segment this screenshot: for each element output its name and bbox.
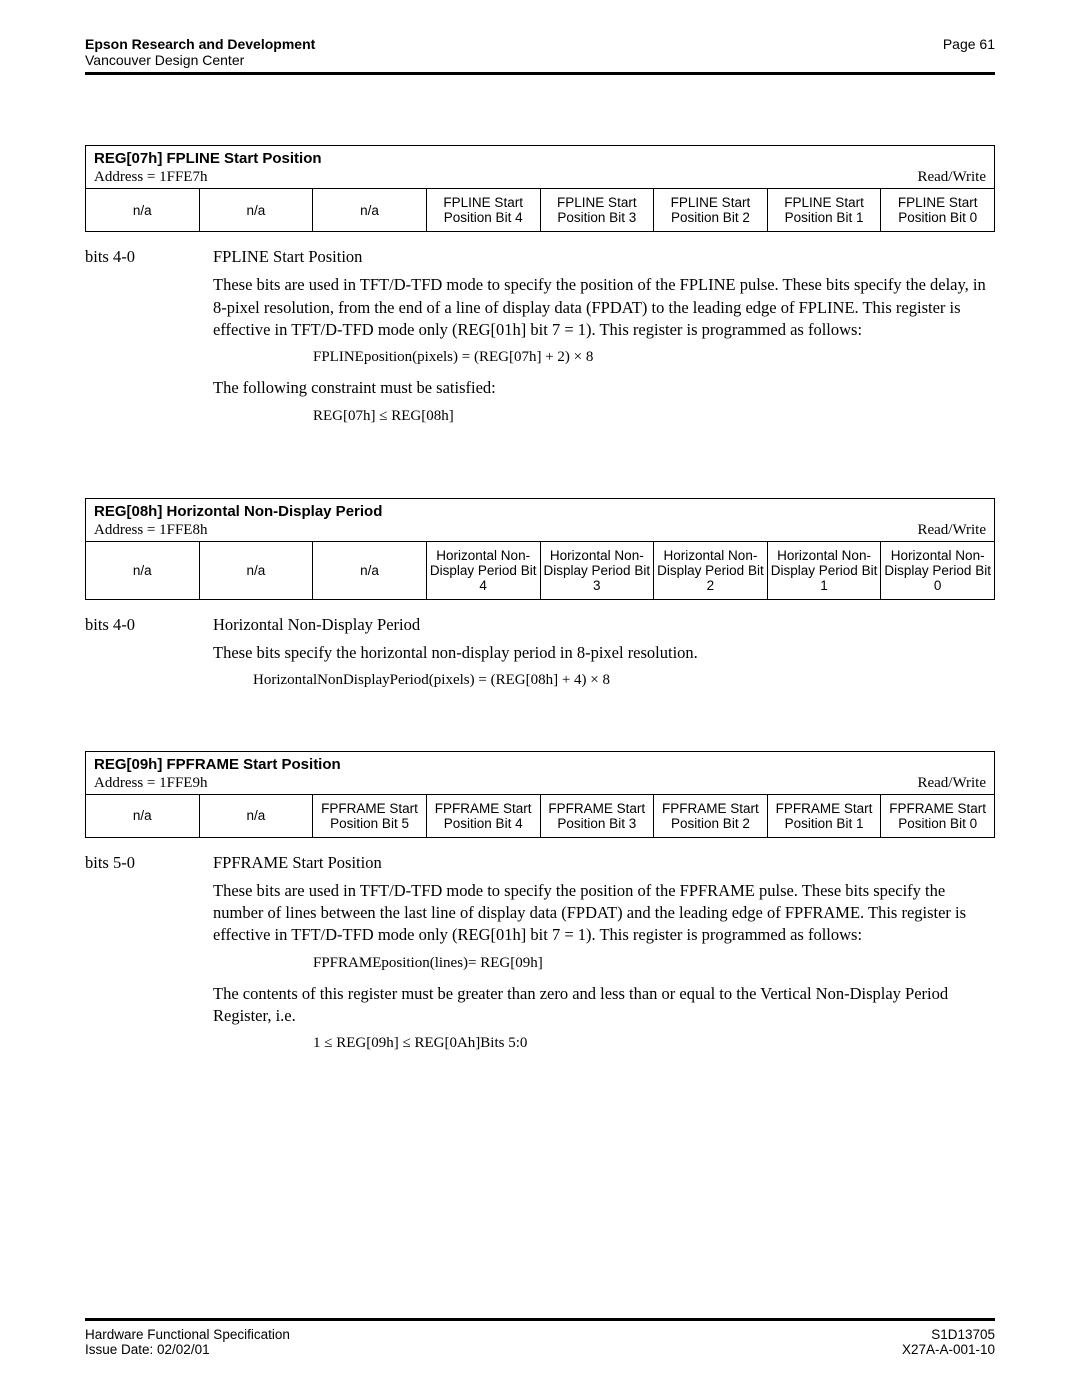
footer-right: S1D13705 X27A-A-001-10 xyxy=(902,1327,995,1357)
reg07-formula2: REG[07h] ≤ REG[08h] xyxy=(213,406,995,426)
reg07-para1: These bits are used in TFT/D-TFD mode to… xyxy=(213,274,995,341)
reg09-para2: The contents of this register must be gr… xyxy=(213,983,995,1028)
reg08-box: REG[08h] Horizontal Non-Display Period A… xyxy=(85,498,995,600)
reg07-cell-7: n/a xyxy=(86,189,200,231)
org-name: Epson Research and Development xyxy=(85,36,315,52)
reg08-title: REG[08h] Horizontal Non-Display Period xyxy=(94,503,986,520)
reg07-heading: FPLINE Start Position xyxy=(213,246,995,268)
reg09-address: Address = 1FFE9h xyxy=(94,775,207,792)
reg07-cell-0: FPLINE Start Position Bit 0 xyxy=(881,189,994,231)
reg07-rw: Read/Write xyxy=(917,169,986,186)
header-rule xyxy=(85,72,995,75)
reg09-cell-3: FPFRAME Start Position Bit 3 xyxy=(541,795,655,837)
reg07-para2: The following constraint must be satisfi… xyxy=(213,377,995,399)
reg08-cell-6: n/a xyxy=(200,542,314,599)
reg07-formula1: FPLINEposition(pixels) = (REG[07h] + 2) … xyxy=(213,347,995,367)
reg08-cell-7: n/a xyxy=(86,542,200,599)
reg09-cell-0: FPFRAME Start Position Bit 0 xyxy=(881,795,994,837)
reg07-bits-row: n/a n/a n/a FPLINE Start Position Bit 4 … xyxy=(86,188,994,231)
reg08-cell-2: Horizontal Non-Display Period Bit 2 xyxy=(654,542,768,599)
org-sub: Vancouver Design Center xyxy=(85,52,315,68)
reg09-cell-4: FPFRAME Start Position Bit 4 xyxy=(427,795,541,837)
footer-rule xyxy=(85,1318,995,1321)
reg09-para1: These bits are used in TFT/D-TFD mode to… xyxy=(213,880,995,947)
page-number: Page 61 xyxy=(943,36,995,52)
reg07-cell-1: FPLINE Start Position Bit 1 xyxy=(768,189,882,231)
reg07-bits-label: bits 4-0 xyxy=(85,246,213,436)
page-footer: Hardware Functional Specification Issue … xyxy=(85,1318,995,1357)
reg07-cell-3: FPLINE Start Position Bit 3 xyxy=(541,189,655,231)
reg07-cell-5: n/a xyxy=(313,189,427,231)
reg08-cell-0: Horizontal Non-Display Period Bit 0 xyxy=(881,542,994,599)
reg08-para1: These bits specify the horizontal non-di… xyxy=(213,642,995,664)
footer-right1: S1D13705 xyxy=(902,1327,995,1342)
reg09-formula1: FPFRAMEposition(lines)= REG[09h] xyxy=(213,953,995,973)
reg09-bits-row: n/a n/a FPFRAME Start Position Bit 5 FPF… xyxy=(86,794,994,837)
reg07-cell-6: n/a xyxy=(200,189,314,231)
reg09-cell-6: n/a xyxy=(200,795,314,837)
reg08-bits-label: bits 4-0 xyxy=(85,614,213,701)
page-header: Epson Research and Development Vancouver… xyxy=(85,36,995,68)
reg07-title: REG[07h] FPLINE Start Position xyxy=(94,150,986,167)
reg09-heading: FPFRAME Start Position xyxy=(213,852,995,874)
reg09-cell-5: FPFRAME Start Position Bit 5 xyxy=(313,795,427,837)
footer-left1: Hardware Functional Specification xyxy=(85,1327,290,1342)
reg08-rw: Read/Write xyxy=(917,522,986,539)
footer-left: Hardware Functional Specification Issue … xyxy=(85,1327,290,1357)
reg09-cell-7: n/a xyxy=(86,795,200,837)
reg08-cell-5: n/a xyxy=(313,542,427,599)
reg09-box: REG[09h] FPFRAME Start Position Address … xyxy=(85,751,995,838)
reg08-cell-3: Horizontal Non-Display Period Bit 3 xyxy=(541,542,655,599)
header-left: Epson Research and Development Vancouver… xyxy=(85,36,315,68)
reg08-address: Address = 1FFE8h xyxy=(94,522,207,539)
reg09-bits-label: bits 5-0 xyxy=(85,852,213,1064)
reg08-bits-row: n/a n/a n/a Horizontal Non-Display Perio… xyxy=(86,541,994,599)
reg07-box: REG[07h] FPLINE Start Position Address =… xyxy=(85,145,995,232)
reg08-heading: Horizontal Non-Display Period xyxy=(213,614,995,636)
reg09-rw: Read/Write xyxy=(917,775,986,792)
reg07-cell-4: FPLINE Start Position Bit 4 xyxy=(427,189,541,231)
reg09-cell-2: FPFRAME Start Position Bit 2 xyxy=(654,795,768,837)
reg08-cell-1: Horizontal Non-Display Period Bit 1 xyxy=(768,542,882,599)
reg08-cell-4: Horizontal Non-Display Period Bit 4 xyxy=(427,542,541,599)
reg09-formula2: 1 ≤ REG[09h] ≤ REG[0Ah]Bits 5:0 xyxy=(213,1033,995,1053)
reg09-title: REG[09h] FPFRAME Start Position xyxy=(94,756,986,773)
footer-right2: X27A-A-001-10 xyxy=(902,1342,995,1357)
reg08-formula1: HorizontalNonDisplayPeriod(pixels) = (RE… xyxy=(213,670,995,690)
reg07-cell-2: FPLINE Start Position Bit 2 xyxy=(654,189,768,231)
reg07-desc: bits 4-0 FPLINE Start Position These bit… xyxy=(85,246,995,436)
reg09-cell-1: FPFRAME Start Position Bit 1 xyxy=(768,795,882,837)
reg07-address: Address = 1FFE7h xyxy=(94,169,207,186)
reg08-desc: bits 4-0 Horizontal Non-Display Period T… xyxy=(85,614,995,701)
reg09-desc: bits 5-0 FPFRAME Start Position These bi… xyxy=(85,852,995,1064)
footer-left2: Issue Date: 02/02/01 xyxy=(85,1342,290,1357)
